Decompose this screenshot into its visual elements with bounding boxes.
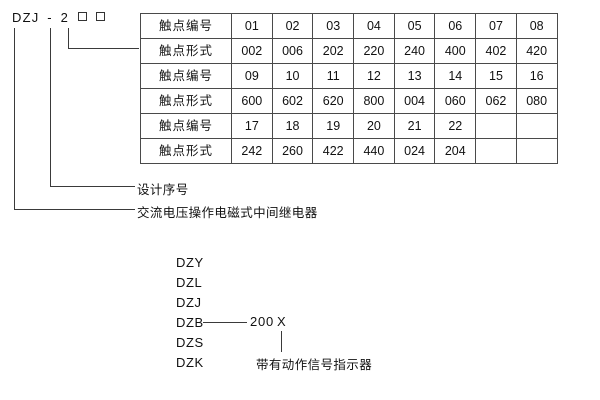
model-prefix: DZJ <box>12 10 40 25</box>
annotation-relay-description: 交流电压操作电磁式中间继电器 <box>137 206 318 220</box>
table-cell: 220 <box>353 38 395 64</box>
table-row: 触点形式 242 260 422 440 024 204 <box>140 138 558 164</box>
table-cell <box>515 113 558 139</box>
table-cell: 07 <box>475 13 517 39</box>
table-cell: 10 <box>271 63 314 89</box>
leader-line-contact-vertical <box>68 28 69 49</box>
table-cell: 13 <box>393 63 436 89</box>
series-item-dzl: DZL <box>176 275 203 290</box>
row-header-cell: 触点形式 <box>140 38 232 64</box>
table-row: 触点形式 600 602 620 800 004 060 062 080 <box>140 88 558 114</box>
annotation-signal-indicator: 带有动作信号指示器 <box>256 358 373 372</box>
model-code-label: DZJ - 2 <box>12 10 105 25</box>
annotation-design-serial: 设计序号 <box>137 183 189 197</box>
model-dash: - <box>47 10 53 25</box>
model-placeholder-box-2 <box>95 12 105 21</box>
series-item-dzy: DZY <box>176 255 204 270</box>
table-cell: 204 <box>434 138 477 164</box>
table-cell: 060 <box>434 88 477 114</box>
table-cell: 002 <box>231 38 273 64</box>
series-item-dzk: DZK <box>176 355 204 370</box>
table-cell: 422 <box>312 138 355 164</box>
table-cell: 080 <box>515 88 558 114</box>
table-cell: 15 <box>475 63 517 89</box>
table-cell: 14 <box>434 63 477 89</box>
table-cell: 21 <box>393 113 436 139</box>
table-cell: 400 <box>434 38 477 64</box>
table-cell: 024 <box>393 138 436 164</box>
table-cell: 260 <box>271 138 314 164</box>
leader-line-design-horizontal <box>50 186 135 187</box>
series-item-dzs: DZS <box>176 335 204 350</box>
table-row: 触点编号 17 18 19 20 21 22 <box>140 113 558 139</box>
table-cell: 602 <box>271 88 314 114</box>
table-cell: 240 <box>393 38 436 64</box>
table-cell <box>515 138 558 164</box>
table-cell: 08 <box>515 13 558 39</box>
table-cell: 600 <box>231 88 273 114</box>
leader-line-description-vertical <box>14 28 15 210</box>
row-header-cell: 触点编号 <box>140 13 232 39</box>
table-row: 触点编号 01 02 03 04 05 06 07 08 <box>140 13 558 39</box>
table-cell: 800 <box>353 88 395 114</box>
series-connector-line <box>203 322 247 323</box>
row-header-cell: 触点编号 <box>140 113 232 139</box>
contact-spec-table-body: 触点编号 01 02 03 04 05 06 07 08 触点形式 002 00… <box>140 13 558 164</box>
table-cell <box>475 113 517 139</box>
table-cell: 02 <box>271 13 314 39</box>
table-cell: 202 <box>312 38 355 64</box>
leader-line-description-horizontal <box>14 209 135 210</box>
table-cell: 440 <box>353 138 395 164</box>
table-cell: 05 <box>393 13 436 39</box>
table-cell: 18 <box>271 113 314 139</box>
table-cell: 20 <box>353 113 395 139</box>
row-header-cell: 触点形式 <box>140 138 232 164</box>
table-cell: 01 <box>231 13 273 39</box>
table-cell: 04 <box>353 13 395 39</box>
suffix-note-leader-line <box>281 331 282 352</box>
table-cell: 09 <box>231 63 273 89</box>
table-cell: 402 <box>475 38 517 64</box>
row-header-cell: 触点形式 <box>140 88 232 114</box>
table-cell: 06 <box>434 13 477 39</box>
table-cell: 242 <box>231 138 273 164</box>
table-cell: 17 <box>231 113 273 139</box>
table-cell: 420 <box>515 38 558 64</box>
row-header-cell: 触点编号 <box>140 63 232 89</box>
table-row: 触点编号 09 10 11 12 13 14 15 16 <box>140 63 558 89</box>
table-cell: 16 <box>515 63 558 89</box>
model-placeholder-box-1 <box>77 12 87 21</box>
series-code-suffix: X <box>277 314 286 329</box>
model-series-number: 2 <box>60 10 70 25</box>
series-item-dzj: DZJ <box>176 295 202 310</box>
table-cell: 12 <box>353 63 395 89</box>
table-row: 触点形式 002 006 202 220 240 400 402 420 <box>140 38 558 64</box>
table-cell: 11 <box>312 63 355 89</box>
series-code-number: 200 <box>250 314 275 329</box>
contact-spec-table: 触点编号 01 02 03 04 05 06 07 08 触点形式 002 00… <box>140 13 558 164</box>
table-cell: 19 <box>312 113 355 139</box>
table-cell: 620 <box>312 88 355 114</box>
table-cell <box>475 138 517 164</box>
table-cell: 22 <box>434 113 477 139</box>
table-cell: 062 <box>475 88 517 114</box>
table-cell: 004 <box>393 88 436 114</box>
table-cell: 006 <box>271 38 314 64</box>
series-item-dzb: DZB <box>176 315 204 330</box>
leader-line-design-vertical <box>50 28 51 187</box>
leader-line-contact-horizontal <box>68 48 139 49</box>
table-cell: 03 <box>312 13 355 39</box>
